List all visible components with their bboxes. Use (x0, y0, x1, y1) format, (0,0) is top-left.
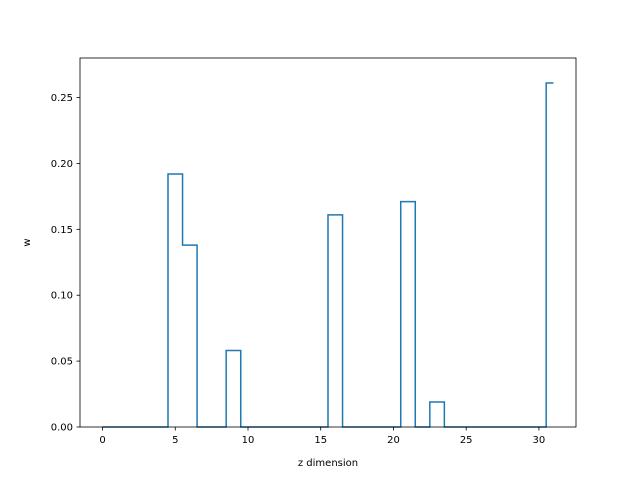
x-tick-label: 15 (314, 435, 327, 446)
x-axis-ticks: 0 5 10 15 20 25 30 (99, 427, 545, 446)
y-axis-label: w (22, 238, 33, 246)
x-tick-label: 5 (172, 435, 178, 446)
x-tick-label: 20 (387, 435, 400, 446)
y-tick-label: 0.10 (51, 291, 73, 302)
y-tick-label: 0.05 (51, 357, 73, 368)
y-tick-label: 0.15 (51, 225, 73, 236)
x-axis-label: z dimension (298, 458, 358, 469)
y-tick-label: 0.20 (51, 159, 73, 170)
y-tick-label: 0.25 (51, 93, 73, 104)
x-tick-label: 10 (242, 435, 255, 446)
x-tick-label: 0 (99, 435, 105, 446)
y-axis-ticks: 0.00 0.05 0.10 0.15 0.20 0.25 (51, 93, 80, 434)
x-tick-label: 25 (460, 435, 473, 446)
axes-frame (79, 57, 577, 428)
x-tick-label: 30 (533, 435, 546, 446)
y-tick-label: 0.00 (51, 423, 73, 434)
